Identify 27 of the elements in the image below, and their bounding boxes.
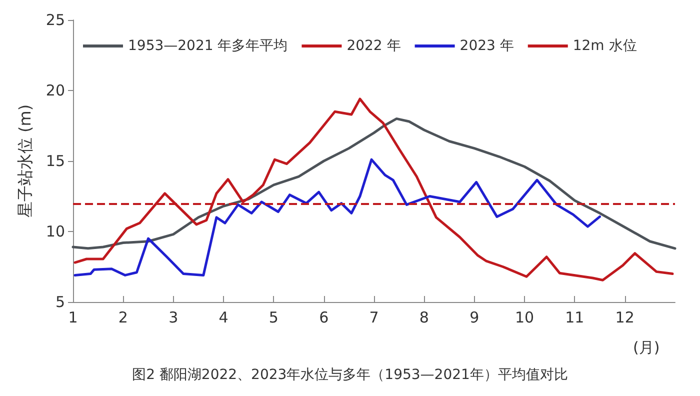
- x-tick-label: 8: [419, 308, 429, 326]
- line-series: [74, 98, 674, 282]
- y-tick-label: 5: [55, 293, 65, 311]
- x-axis-title: (月): [633, 338, 660, 356]
- y-axis-title: 星子站水位 (m): [16, 104, 34, 218]
- x-tick-label: 4: [218, 308, 228, 326]
- x-tick-label: 10: [514, 308, 534, 326]
- y-tick-label: 10: [46, 222, 65, 240]
- legend-label: 2023 年: [460, 38, 514, 54]
- caption: 图2 鄱阳湖2022、2023年水位与多年（1953—2021年）平均值对比: [132, 367, 568, 383]
- line-series: [74, 158, 601, 276]
- y-tick-label: 20: [46, 82, 65, 100]
- x-tick-label: 1: [68, 308, 78, 326]
- y-tick-label: 15: [46, 152, 65, 170]
- line-series: [72, 117, 676, 250]
- x-tick-label: 3: [168, 308, 178, 326]
- x-tick-label: 5: [268, 308, 278, 326]
- x-tick-label: 9: [470, 308, 480, 326]
- x-tick-label: 7: [369, 308, 379, 326]
- legend-label: 2022 年: [346, 38, 401, 54]
- x-tick-label: 6: [319, 308, 329, 326]
- legend-label: 12m 水位: [572, 38, 637, 54]
- legend-label: 1953—2021 年多年平均: [128, 38, 288, 54]
- x-tick-label: 2: [118, 308, 128, 326]
- x-tick-label: 11: [565, 308, 584, 326]
- y-tick-label: 25: [46, 11, 65, 29]
- x-tick-label: 12: [615, 308, 634, 326]
